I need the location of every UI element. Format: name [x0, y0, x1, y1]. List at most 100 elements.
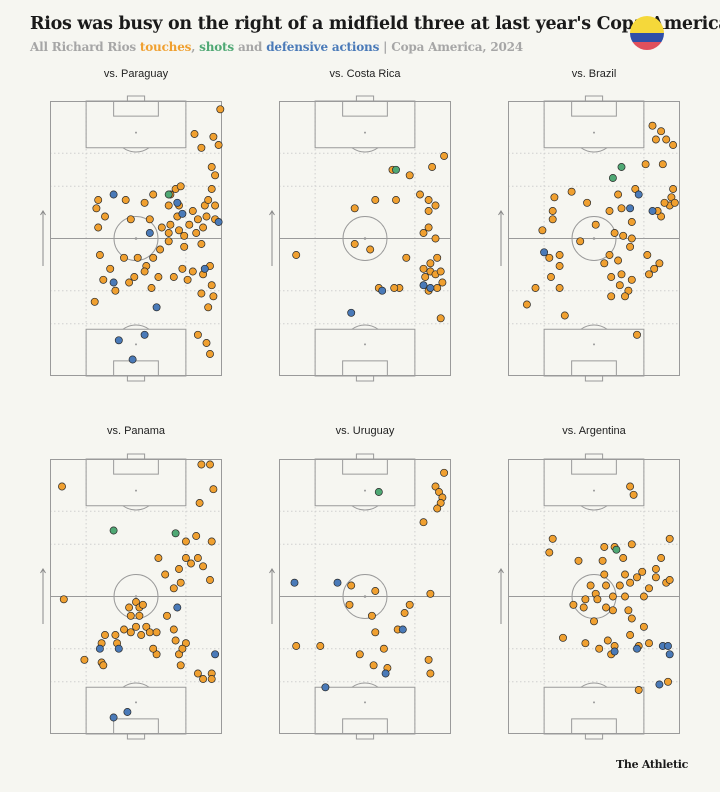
touch-point: [400, 609, 409, 617]
touch-point: [371, 587, 380, 595]
defensive-action-point: [140, 330, 149, 339]
touch-point: [90, 297, 99, 306]
touch-point: [555, 284, 564, 292]
touch-point: [651, 565, 660, 573]
touch-point: [621, 570, 629, 579]
touch-point: [626, 631, 635, 639]
touch-point: [157, 223, 166, 232]
touch-point: [431, 482, 440, 491]
touch-point: [195, 499, 204, 507]
touch-point: [180, 242, 189, 251]
touch-point: [171, 636, 180, 645]
touch-point: [192, 532, 201, 540]
legend-shots: shots: [199, 40, 234, 54]
touch-point: [207, 675, 216, 683]
touch-point: [600, 259, 609, 268]
touch-point: [655, 259, 664, 268]
pitch-panel: [269, 453, 451, 740]
defensive-action-point: [540, 248, 549, 257]
touch-point: [58, 482, 66, 491]
touch-point: [591, 220, 600, 229]
defensive-action-point: [114, 644, 123, 653]
touch-point: [669, 185, 678, 193]
touch-point: [202, 212, 211, 221]
touch-point: [99, 661, 108, 670]
touch-point: [181, 537, 190, 546]
touch-point: [424, 196, 433, 204]
penalty-arc-top: [580, 147, 608, 153]
six-yard-box-bottom: [571, 718, 617, 735]
defensive-action-point: [173, 198, 182, 207]
defensive-action-point: [419, 281, 428, 290]
touch-point: [567, 187, 576, 196]
defensive-action-point: [347, 308, 356, 317]
touch-point: [436, 314, 445, 323]
panel-title: vs. Argentina: [562, 425, 626, 437]
touch-point: [610, 229, 619, 237]
goal-bottom: [584, 375, 604, 382]
touch-point: [137, 631, 146, 639]
touch-point: [626, 578, 635, 587]
touch-point: [125, 603, 134, 612]
touch-point: [424, 207, 433, 215]
touch-point: [121, 196, 130, 204]
shot-point: [612, 545, 621, 554]
touch-point: [629, 490, 638, 499]
touch-point: [600, 570, 609, 579]
touch-point: [665, 576, 674, 584]
touch-point: [651, 573, 660, 582]
penalty-box-bottom: [314, 686, 416, 735]
pitch-panel: [40, 453, 222, 740]
touch-point: [292, 251, 301, 259]
defensive-action-point: [333, 578, 342, 587]
penalty-spot-bottom: [593, 701, 595, 704]
panel-title: vs. Costa Rica: [329, 68, 401, 80]
touch-point: [214, 141, 223, 149]
touch-point: [531, 284, 540, 292]
defensive-action-point: [381, 669, 390, 678]
defensive-action-point: [633, 644, 641, 653]
touch-point: [367, 611, 376, 620]
touch-point: [593, 595, 602, 604]
touch-point: [175, 226, 183, 235]
touch-point: [645, 584, 653, 593]
touch-point: [188, 267, 197, 276]
centre-circle: [113, 574, 159, 619]
defensive-action-point: [152, 303, 161, 312]
centre-spot: [592, 237, 596, 240]
pitch-markings: [50, 453, 222, 740]
touch-point: [645, 270, 653, 279]
touch-point: [140, 198, 149, 207]
touch-point: [379, 644, 388, 653]
touch-point: [615, 581, 624, 590]
touch-point: [106, 264, 115, 273]
touch-point: [600, 543, 609, 551]
shot-point: [164, 190, 173, 199]
touch-point: [433, 253, 442, 262]
touch-point: [120, 253, 128, 262]
touch-point: [94, 196, 103, 204]
touch-point: [657, 554, 666, 562]
goal-bottom: [126, 733, 146, 740]
page-title: Rios was busy on the right of a midfield…: [30, 14, 720, 34]
touch-point: [138, 600, 147, 609]
touch-point: [347, 581, 356, 590]
touch-point: [211, 201, 220, 210]
penalty-box-top: [543, 458, 645, 507]
defensive-action-point: [109, 278, 118, 287]
penalty-arc-bottom: [122, 324, 150, 330]
touch-point: [209, 485, 218, 494]
penalty-arc-top: [122, 505, 150, 511]
touch-point: [608, 606, 617, 615]
touch-point: [206, 576, 214, 584]
touch-point: [202, 339, 211, 347]
pitch-panel: [269, 95, 451, 382]
pitch-panel: [40, 95, 225, 382]
touch-point: [101, 631, 109, 639]
defensive-action-point: [123, 708, 132, 716]
six-yard-box-top: [342, 100, 388, 117]
touch-point: [402, 253, 411, 262]
legend-touches: touches: [139, 40, 192, 54]
brand-logo: The Athletic: [616, 758, 688, 771]
penalty-spot-top: [135, 131, 137, 134]
